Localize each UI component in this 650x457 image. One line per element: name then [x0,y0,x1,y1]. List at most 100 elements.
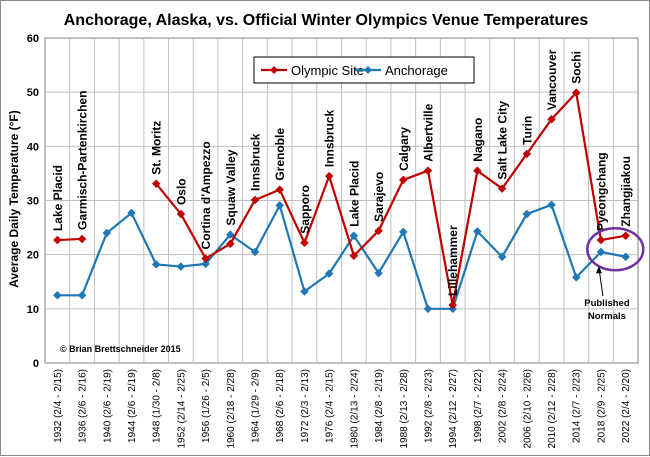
site-label: Innsbruck [323,109,337,167]
y-tick-label: 50 [27,87,39,99]
data-point [473,166,482,176]
data-point [547,114,556,124]
x-tick-label: 1944 (2/6 - 2/19) [127,369,138,443]
site-label: Vancouver [545,49,559,110]
data-point [300,287,309,296]
x-tick-label: 2022 (2/4 - 2/20) [621,369,632,443]
x-tick-label: 1940 (2/6 - 2/19) [102,369,113,443]
x-tick-label: 1992 (2/8 - 2/23) [423,369,434,443]
site-label: Zhangjiakou [619,156,633,227]
data-point [448,300,458,310]
data-point [275,201,285,210]
y-axis-label: Average Daily Temperature (°F) [7,110,21,288]
legend-swatch-marker [270,66,278,74]
site-label: Pyeongchang [594,152,608,231]
data-point [398,227,408,237]
data-point [423,166,433,176]
x-tick-label: 2014 (2/7 - 2/23) [572,369,583,443]
data-point [127,208,136,218]
site-label: Nagano [471,118,485,162]
arrow-head [595,266,602,274]
data-point [102,228,112,238]
data-point [225,230,235,239]
data-point [53,235,62,245]
site-label: Lillehammer [446,225,460,296]
site-label: Innsbruck [249,133,263,191]
highlight-ellipse [586,227,645,272]
x-tick-label: 2018 (2/9 - 2/25) [596,369,607,443]
x-tick-label: 1964 (1/29 - 2/9) [251,369,262,443]
data-point [201,259,210,269]
site-label: Calgary [397,127,411,171]
data-point [497,184,507,193]
credit-text: © Brian Brettschneider 2015 [60,344,181,354]
series-line [155,91,626,307]
data-point [275,185,285,195]
data-point [225,239,235,249]
x-tick-label: 1956 (1/26 - 2/5) [201,369,212,443]
data-point [522,209,532,219]
site-label: Lake Placid [51,165,65,231]
legend-swatch-marker [364,66,372,74]
site-labels: Lake Placid Garmisch-Partenkirchen St. Mor… [51,49,633,296]
site-label: Turin [520,116,534,145]
legend-label: Olympic Site [291,63,364,78]
x-tick-label: 2006 (2/10 - 2/26) [522,369,533,449]
x-tick-label: 1932 (2/4 - 2/15) [53,369,64,443]
x-tick-label: 1980 (2/13 - 2/24) [349,369,360,449]
x-tick-label: 1936 (2/6 - 2/16) [78,369,89,443]
site-label: St. Moritz [150,121,164,175]
published-normals-note: Published [584,298,630,309]
data-point [176,209,186,219]
data-point [324,171,334,181]
site-label: Garmisch-Partenkirchen [76,91,90,230]
data-point [349,231,359,241]
data-point [621,231,630,241]
data-point [374,268,383,278]
y-tick-label: 60 [27,33,39,45]
data-point [374,226,383,236]
data-point [621,252,630,262]
x-tick-label: 1994 (2/12 - 2/27) [448,369,459,449]
site-label: Oslo [174,178,188,205]
data-point [201,254,210,263]
data-point [324,269,334,278]
data-point [250,195,260,205]
site-label: Salt Lake City [496,101,510,180]
x-tick-label: 1976 (2/4 - 2/15) [325,369,336,443]
y-tick-label: 0 [33,358,39,370]
data-point [547,200,556,210]
data-point [398,175,408,185]
chart-title: Anchorage, Alaska, vs. Official Winter O… [64,12,589,29]
data-point [250,247,260,257]
site-label: Sochi [570,51,584,84]
data-point [300,238,309,248]
data-point [349,251,359,261]
annotations: © Brian Brettschneider 2015 Published Nor… [60,227,645,354]
data-point [53,290,62,300]
data-point [571,88,581,98]
data-point [176,262,186,271]
x-tick-label: 1952 (2/14 - 2/25) [176,369,187,449]
site-label: Sapporo [298,185,312,234]
data-point [497,252,507,262]
y-tick-label: 20 [27,250,39,262]
data-point [151,260,161,269]
data-point [423,304,433,314]
x-tick-label: 1984 (2/8 - 2/19) [374,369,385,443]
series-olympic-site [53,88,630,310]
site-label: Grenoble [273,128,287,181]
x-tick-label: 2002 (2/8 - 2/24) [498,369,509,443]
series-line [57,203,626,310]
site-label: Squaw Valley [224,149,238,225]
data-point [571,273,581,282]
site-label: Cortina d'Ampezzo [199,141,213,249]
y-tick-label: 10 [27,304,39,316]
site-label: Lake Placid [347,161,361,227]
data-point [596,235,606,245]
x-tick-label: 1968 (2/6 - 2/18) [275,369,286,443]
x-tick-label: 1998 (2/7 - 2/22) [473,369,484,443]
legend-label: Anchorage [385,63,448,78]
